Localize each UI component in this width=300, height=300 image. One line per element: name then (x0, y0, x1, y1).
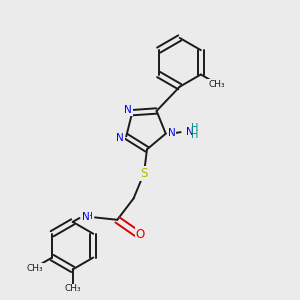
Text: N: N (116, 133, 124, 143)
Text: N: N (168, 128, 176, 138)
Text: S: S (140, 167, 148, 180)
Text: O: O (136, 228, 145, 241)
Text: CH₃: CH₃ (65, 284, 82, 293)
Text: N: N (186, 127, 194, 136)
Text: CH₃: CH₃ (208, 80, 225, 89)
Text: N: N (82, 212, 89, 222)
Text: H: H (191, 123, 199, 133)
Text: CH₃: CH₃ (27, 264, 43, 273)
Text: H: H (191, 130, 199, 140)
Text: H: H (85, 212, 92, 221)
Text: N: N (124, 105, 132, 115)
